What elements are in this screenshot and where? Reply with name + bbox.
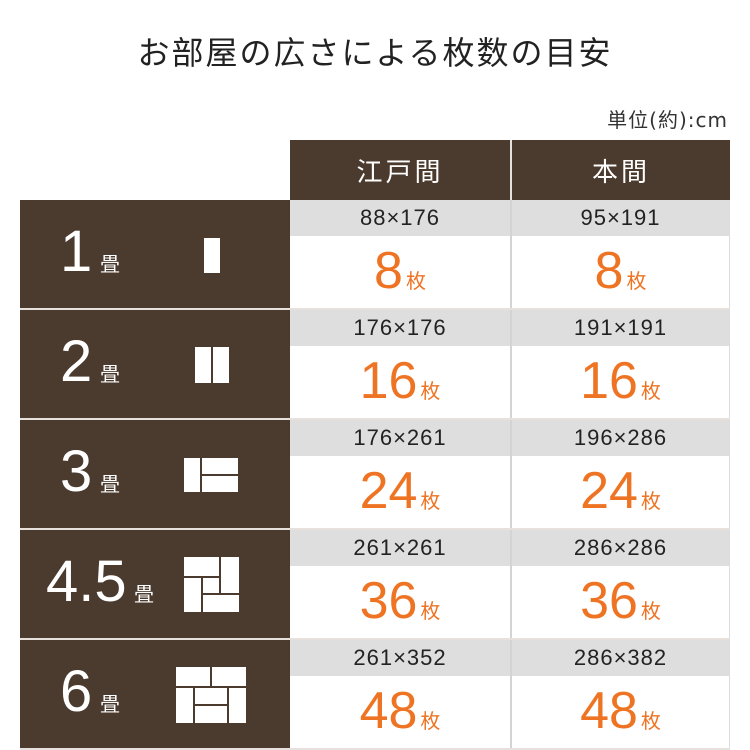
tatami-3-mat-icon — [184, 458, 238, 492]
column-divider — [510, 310, 512, 418]
cell-honma: 191×191 16 枚 — [512, 310, 730, 418]
mat-count: 24 枚 — [512, 458, 729, 528]
count-unit: 枚 — [640, 379, 661, 403]
count-number: 24 — [580, 462, 638, 520]
room-size-number: 2 — [60, 329, 93, 394]
mat-count: 16 枚 — [512, 348, 729, 418]
cell-edoma: 88×176 8 枚 — [290, 200, 510, 308]
dimensions: 286×286 — [512, 530, 729, 566]
room-size-label: 1 畳 — [20, 200, 290, 308]
count-unit: 枚 — [420, 709, 441, 733]
row-separator — [20, 528, 730, 530]
cell-honma: 286×286 36 枚 — [512, 530, 730, 638]
table-row: 1 畳 88×176 8 枚 95×191 8 枚 — [20, 200, 730, 308]
count-unit: 枚 — [640, 489, 661, 513]
column-divider — [510, 200, 512, 308]
dimensions: 196×286 — [512, 420, 729, 456]
room-size-label: 4.5 畳 — [20, 530, 290, 638]
mat-count: 36 枚 — [290, 568, 510, 638]
mat-count: 16 枚 — [290, 348, 510, 418]
tatami-6-mat-icon — [176, 667, 246, 723]
room-size-unit: 畳 — [100, 692, 120, 716]
room-size-unit: 畳 — [100, 472, 120, 496]
room-size-number: 6 — [60, 659, 93, 724]
count-number: 24 — [359, 462, 418, 520]
table-row: 3 畳 176×261 24 枚 196×286 24 枚 — [20, 420, 730, 528]
cell-edoma: 176×261 24 枚 — [290, 420, 510, 528]
count-unit: 枚 — [640, 599, 661, 623]
cell-honma: 286×382 48 枚 — [512, 640, 730, 748]
page-title: お部屋の広さによる枚数の目安 — [137, 34, 613, 72]
column-divider — [510, 640, 512, 748]
mat-count: 8 枚 — [290, 238, 510, 308]
count-number: 8 — [594, 242, 624, 300]
room-size-number: 3 — [60, 439, 93, 504]
room-size-unit: 畳 — [134, 582, 154, 606]
row-separator — [20, 308, 730, 310]
mat-count: 24 枚 — [290, 458, 510, 528]
cell-honma: 95×191 8 枚 — [512, 200, 730, 308]
row-separator — [20, 418, 730, 420]
room-size-number: 4.5 — [46, 549, 127, 614]
tatami-2-mat-icon — [195, 347, 229, 383]
tatami-4-5-mat-icon — [184, 557, 239, 612]
room-size-label: 2 畳 — [20, 310, 290, 418]
mat-count: 36 枚 — [512, 568, 729, 638]
room-size-label: 6 畳 — [20, 640, 290, 748]
header-divider — [510, 140, 512, 200]
dimensions: 286×382 — [512, 640, 729, 676]
column-divider — [510, 530, 512, 638]
table-row: 6 畳 261×352 48 枚 286×382 48 枚 — [20, 640, 730, 748]
cell-edoma: 261×261 36 枚 — [290, 530, 510, 638]
cell-honma: 196×286 24 枚 — [512, 420, 730, 528]
room-size-number: 1 — [60, 219, 93, 284]
table-row: 4.5 畳 261×261 36 枚 286×286 36 枚 — [20, 530, 730, 638]
column-divider — [510, 420, 512, 528]
count-unit: 枚 — [640, 709, 661, 733]
dimensions: 191×191 — [512, 310, 729, 346]
room-size-unit: 畳 — [100, 252, 120, 276]
dimensions: 176×176 — [290, 310, 510, 346]
cell-edoma: 261×352 48 枚 — [290, 640, 510, 748]
dimensions: 88×176 — [290, 200, 510, 236]
unit-note: 単位(約):cm — [607, 108, 728, 132]
row-separator — [20, 638, 730, 640]
column-header-edoma: 江戸間 — [290, 140, 510, 200]
count-unit: 枚 — [420, 379, 441, 403]
dimensions: 261×352 — [290, 640, 510, 676]
room-size-unit: 畳 — [100, 362, 120, 386]
dimensions: 95×191 — [512, 200, 729, 236]
mat-count: 48 枚 — [512, 678, 729, 748]
row-separator — [20, 748, 730, 750]
count-unit: 枚 — [626, 269, 647, 293]
count-number: 16 — [359, 352, 418, 410]
count-number: 48 — [580, 682, 638, 740]
table-row: 2 畳 176×176 16 枚 191×191 16 枚 — [20, 310, 730, 418]
column-header-honma: 本間 — [512, 140, 730, 200]
count-number: 36 — [359, 572, 418, 630]
mat-count: 8 枚 — [512, 238, 729, 308]
count-number: 8 — [374, 242, 403, 300]
count-number: 16 — [580, 352, 638, 410]
count-unit: 枚 — [420, 489, 441, 513]
cell-edoma: 176×176 16 枚 — [290, 310, 510, 418]
count-number: 36 — [580, 572, 638, 630]
room-size-label: 3 畳 — [20, 420, 290, 528]
tatami-1-mat-icon — [204, 238, 220, 273]
count-unit: 枚 — [405, 269, 426, 293]
count-unit: 枚 — [420, 599, 441, 623]
count-number: 48 — [359, 682, 418, 740]
mat-count: 48 枚 — [290, 678, 510, 748]
dimensions: 261×261 — [290, 530, 510, 566]
dimensions: 176×261 — [290, 420, 510, 456]
